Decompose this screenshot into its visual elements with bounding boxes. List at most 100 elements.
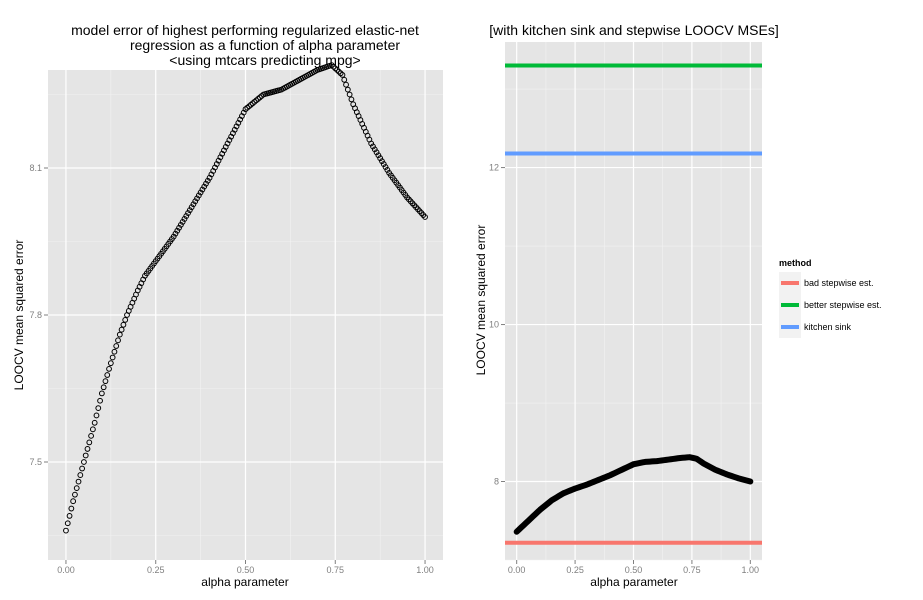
legend-label: bad stepwise est. <box>804 278 874 288</box>
data-point <box>384 167 391 173</box>
left-y-axis-label: LOOCV mean squared error <box>12 240 26 391</box>
data-point <box>337 70 344 77</box>
x-tick-label: 0.25 <box>147 565 165 575</box>
data-point <box>341 76 348 83</box>
y-tick-label: 7.5 <box>29 457 42 467</box>
data-point <box>66 513 73 519</box>
data-point <box>64 520 71 527</box>
legend: method bad stepwise est. better stepwise … <box>779 258 882 338</box>
data-point <box>109 354 116 361</box>
data-point <box>332 65 339 72</box>
left-y-ticks: 7.5 7.8 8.1 <box>29 163 48 467</box>
x-tick-label: 0.75 <box>327 565 345 575</box>
data-point <box>174 227 181 234</box>
data-point <box>370 143 376 150</box>
x-tick-label: 0.00 <box>508 565 526 575</box>
x-tick-label: 0.75 <box>683 565 701 575</box>
data-point <box>192 198 199 205</box>
data-point <box>84 446 91 452</box>
left-data-marks <box>63 62 428 534</box>
data-point <box>368 140 375 147</box>
x-tick-label: 0.50 <box>237 565 255 575</box>
data-point <box>100 384 107 391</box>
data-point <box>199 186 206 193</box>
data-point <box>186 207 193 214</box>
data-point <box>77 472 84 478</box>
left-title-line-3: <using mtcars predicting mpg> <box>169 52 360 68</box>
data-point <box>118 326 125 333</box>
data-point <box>68 505 75 512</box>
data-point <box>382 164 389 170</box>
data-point <box>343 81 349 88</box>
data-point <box>63 527 69 534</box>
legend-label: kitchen sink <box>804 322 852 332</box>
data-point <box>379 158 385 165</box>
left-title-line-2: regression as a function of alpha parame… <box>130 37 400 53</box>
data-point <box>380 161 387 167</box>
data-point <box>201 183 208 190</box>
data-point <box>195 192 202 199</box>
data-point <box>335 68 342 75</box>
data-point <box>177 221 184 228</box>
data-point <box>190 201 197 208</box>
y-tick-label: 7.8 <box>29 310 42 320</box>
data-point <box>102 378 109 385</box>
legend-items: bad stepwise est. better stepwise est. kit… <box>781 278 882 332</box>
data-point <box>79 465 86 472</box>
data-point <box>89 426 96 433</box>
data-point <box>181 216 188 222</box>
data-point <box>93 412 100 419</box>
data-point <box>106 366 112 372</box>
data-point <box>377 155 384 162</box>
data-point <box>204 177 211 184</box>
data-point <box>188 204 195 211</box>
legend-title: method <box>779 258 812 268</box>
right-y-axis-label: LOOCV mean squared error <box>474 225 488 376</box>
data-point <box>203 180 209 187</box>
data-point <box>82 452 89 459</box>
data-point <box>183 213 190 219</box>
data-point <box>104 372 111 378</box>
data-point <box>197 189 204 196</box>
data-point <box>115 337 121 344</box>
data-point <box>97 397 103 404</box>
right-x-axis-label: alpha parameter <box>590 575 677 589</box>
right-title: [with kitchen sink and stepwise LOOCV MS… <box>489 22 778 38</box>
right-y-ticks: 8 10 12 <box>489 163 505 487</box>
y-tick-label: 12 <box>489 163 499 173</box>
data-point <box>176 224 182 231</box>
data-point <box>86 439 93 446</box>
x-tick-label: 1.00 <box>416 565 434 575</box>
data-point <box>422 214 428 220</box>
data-point <box>98 390 105 397</box>
right-grid <box>505 42 762 561</box>
data-point <box>95 405 102 412</box>
data-point <box>172 230 179 237</box>
legend-label: better stepwise est. <box>804 300 882 310</box>
data-point <box>88 432 94 439</box>
right-data-marks <box>513 454 754 535</box>
data-point <box>179 219 186 225</box>
data-point <box>73 485 80 492</box>
data-point <box>72 491 78 498</box>
data-point <box>75 478 82 485</box>
x-tick-label: 0.25 <box>566 565 584 575</box>
left-title-line-1: model error of highest performing regula… <box>71 22 419 38</box>
right-x-ticks: 0.00 0.25 0.50 0.75 1.00 <box>508 560 759 575</box>
right-hlines <box>505 63 762 545</box>
left-x-ticks: 0.00 0.25 0.50 0.75 1.00 <box>57 560 434 575</box>
elastic-net-line <box>513 454 754 535</box>
x-tick-label: 1.00 <box>742 565 760 575</box>
data-point <box>81 459 87 465</box>
data-point <box>346 91 353 98</box>
y-tick-label: 10 <box>489 320 499 330</box>
data-point <box>170 233 177 240</box>
data-point <box>113 343 120 349</box>
x-tick-label: 0.50 <box>625 565 643 575</box>
data-point <box>116 331 123 338</box>
data-point <box>334 67 340 73</box>
data-point <box>328 62 335 68</box>
data-point <box>194 195 200 202</box>
data-point <box>111 348 118 355</box>
